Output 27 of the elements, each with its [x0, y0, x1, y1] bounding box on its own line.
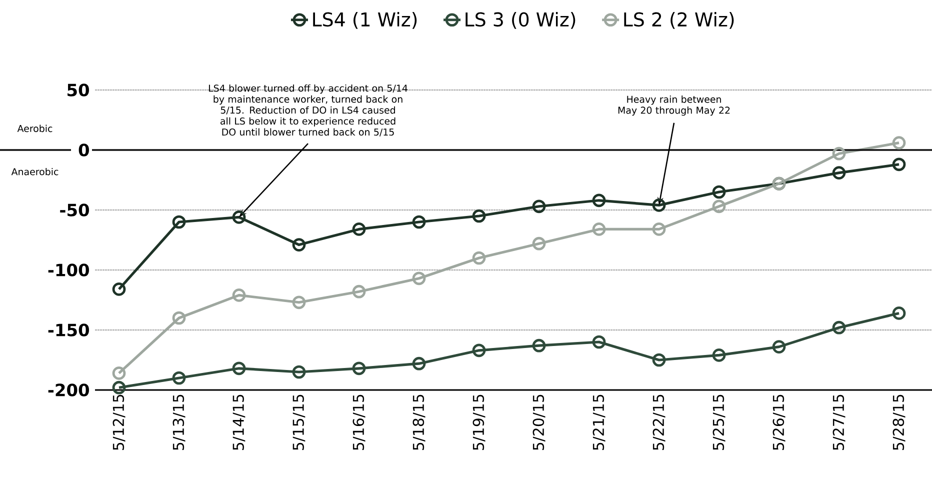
- x-tick-label: 5/28/15: [892, 394, 906, 450]
- x-tick-label: 5/21/15: [592, 394, 606, 450]
- legend-label: LS 3 (0 Wiz): [466, 12, 576, 29]
- y-tick-label: -50: [60, 204, 89, 216]
- legend-label: LS4 (1 Wiz): [313, 12, 417, 29]
- x-tick-label: 5/18/15: [412, 394, 426, 450]
- x-tick-label: 5/14/15: [232, 394, 246, 450]
- x-tick-label: 5/27/15: [832, 394, 846, 450]
- annotation: Heavy rain between May 20 through May 22: [618, 96, 730, 116]
- y-tick-label: 50: [68, 84, 89, 96]
- y-tick-label: -150: [48, 324, 89, 336]
- y-tick-label: -100: [48, 264, 89, 276]
- text: Aerobic: [17, 124, 52, 132]
- x-tick-label: 5/26/15: [772, 394, 786, 450]
- x-tick-label: 5/19/15: [472, 394, 486, 450]
- x-tick-label: 5/13/15: [172, 394, 186, 450]
- x-tick-label: 5/15/15: [292, 394, 306, 450]
- annotation: LS4 blower turned off by accident on 5/14 by maintenance worker, turned back on 5/15. Reduction of DO in LS4 caused all LS below it to experience reduced DO until blower turned back on 5/15: [208, 84, 408, 136]
- x-tick-label: 5/20/15: [532, 394, 546, 450]
- y-tick-label: -200: [48, 384, 89, 396]
- y-tick-label: 0: [78, 144, 89, 156]
- x-tick-label: 5/12/15: [112, 394, 126, 450]
- legend-label: LS 2 (2 Wiz): [624, 12, 734, 29]
- text: Anaerobic: [11, 168, 58, 176]
- x-tick-label: 5/22/15: [652, 394, 666, 450]
- x-tick-label: 5/16/15: [352, 394, 366, 450]
- x-tick-label: 5/25/15: [712, 394, 726, 450]
